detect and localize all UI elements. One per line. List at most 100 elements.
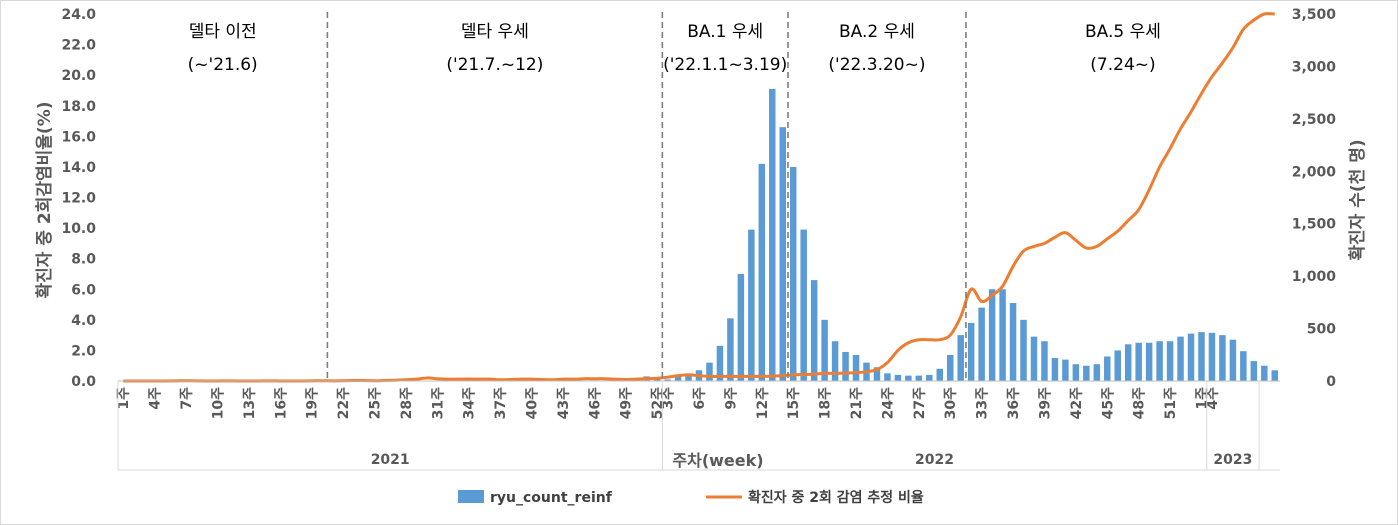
bar bbox=[1145, 342, 1153, 381]
week-tick-label: 49주 bbox=[619, 387, 635, 419]
period-range: ('22.1.1~3.19) bbox=[663, 55, 787, 75]
week-tick-label: 28주 bbox=[399, 387, 415, 419]
right-tick-label: 1,000 bbox=[1292, 269, 1337, 285]
left-tick-label: 4.0 bbox=[71, 313, 96, 329]
week-tick-label: 42주 bbox=[1069, 387, 1085, 419]
week-tick-label: 25주 bbox=[367, 387, 383, 419]
bar bbox=[737, 273, 745, 381]
right-tick-label: 0 bbox=[1326, 374, 1336, 390]
bar bbox=[1041, 341, 1048, 381]
week-tick-label: 46주 bbox=[587, 387, 603, 419]
week-tick-label: 19주 bbox=[305, 387, 321, 419]
bar bbox=[1104, 356, 1111, 381]
bar bbox=[1250, 361, 1258, 381]
left-axis-ticks: 0.0 2.0 4.0 6.0 8.0 10.0 12.0 14.0 16.0 18.0 20.0 2… bbox=[61, 7, 96, 390]
bar bbox=[1198, 332, 1205, 381]
legend-bar-swatch bbox=[458, 490, 484, 503]
left-tick-label: 12.0 bbox=[61, 191, 96, 207]
bar bbox=[947, 355, 954, 381]
left-tick-label: 8.0 bbox=[71, 252, 96, 268]
bar bbox=[905, 375, 912, 381]
week-tick-label: 37주 bbox=[493, 387, 509, 419]
bar bbox=[1187, 333, 1195, 381]
week-tick-label: 10주 bbox=[210, 387, 226, 419]
bar bbox=[674, 376, 682, 381]
bar bbox=[915, 375, 923, 381]
bar bbox=[706, 362, 713, 381]
period-name: 델타 이전 bbox=[189, 22, 257, 42]
week-tick-label: 30주 bbox=[943, 387, 959, 419]
legend-line-label: 확진자 중 2회 감염 추정 비율 bbox=[748, 489, 924, 506]
bar bbox=[1051, 358, 1059, 381]
bar bbox=[685, 373, 692, 381]
left-tick-label: 22.0 bbox=[61, 38, 96, 54]
period-name: BA.1 우세 bbox=[687, 22, 763, 42]
week-tick-label: 9주 bbox=[723, 387, 739, 410]
bar bbox=[1219, 335, 1226, 382]
week-tick-label: 13주 bbox=[242, 387, 258, 419]
bar bbox=[873, 367, 881, 381]
right-tick-label: 500 bbox=[1307, 322, 1336, 338]
bar bbox=[1156, 341, 1163, 381]
week-tick-label: 51주 bbox=[1163, 387, 1179, 419]
right-tick-label: 2,000 bbox=[1292, 164, 1337, 180]
bar bbox=[831, 341, 839, 381]
week-tick-label: 48주 bbox=[1132, 387, 1148, 419]
bar bbox=[748, 229, 755, 381]
week-tick-label: 7주 bbox=[179, 387, 195, 410]
bar bbox=[758, 163, 766, 381]
week-tick-label: 36주 bbox=[1006, 387, 1022, 419]
bar bbox=[769, 88, 776, 382]
right-tick-label: 3,500 bbox=[1292, 7, 1337, 23]
left-axis-title: 확진자 중 2회감염비율(%) bbox=[35, 102, 55, 299]
bar bbox=[1009, 303, 1017, 381]
left-tick-label: 2.0 bbox=[71, 343, 96, 359]
week-tick-label: 33주 bbox=[975, 387, 991, 419]
bar bbox=[789, 166, 797, 381]
x-axis: 1주 4주 7주 10주 13주 16주 19주 22주 25주 28주 31주 34주 37주 40주 4… bbox=[116, 380, 1280, 471]
period-range: ('21.7.~12) bbox=[446, 55, 543, 75]
bar bbox=[1261, 365, 1268, 381]
bar bbox=[957, 335, 964, 382]
week-tick-label: 4주 bbox=[1205, 387, 1221, 410]
bar bbox=[884, 373, 891, 381]
period-name: BA.2 우세 bbox=[839, 22, 915, 42]
bar bbox=[1166, 341, 1174, 381]
week-tick-label: 22주 bbox=[336, 387, 352, 419]
bar bbox=[727, 318, 734, 381]
right-axis-title: 확진자 수(천 명) bbox=[1348, 139, 1368, 260]
bar bbox=[1240, 351, 1247, 381]
bar bbox=[716, 345, 724, 381]
bar bbox=[926, 374, 933, 381]
week-tick-label: 12주 bbox=[755, 387, 771, 419]
bar bbox=[800, 229, 807, 381]
bar bbox=[1208, 332, 1216, 381]
week-tick-label: 24주 bbox=[880, 387, 896, 419]
legend-bar-label: ryu_count_reinf bbox=[490, 490, 613, 506]
bar bbox=[1124, 344, 1132, 381]
bar bbox=[779, 127, 786, 381]
week-tick-label: 39주 bbox=[1037, 387, 1053, 419]
year-label: 2022 bbox=[915, 452, 954, 468]
bar bbox=[1271, 370, 1279, 381]
right-tick-label: 3,000 bbox=[1292, 59, 1337, 75]
week-tick-label: 15주 bbox=[786, 387, 802, 419]
week-tick-label: 18주 bbox=[818, 387, 834, 419]
period-range: (7.24~) bbox=[1090, 55, 1155, 75]
bar bbox=[842, 351, 849, 381]
bar bbox=[1030, 336, 1038, 381]
left-tick-label: 14.0 bbox=[61, 160, 96, 176]
left-tick-label: 6.0 bbox=[71, 282, 96, 298]
week-tick-label: 27주 bbox=[912, 387, 928, 419]
year-label: 2023 bbox=[1213, 452, 1252, 468]
week-tick-label: 6주 bbox=[692, 387, 708, 410]
bar bbox=[999, 289, 1006, 381]
bar bbox=[967, 322, 975, 381]
bar bbox=[1114, 350, 1121, 381]
bar bbox=[1177, 336, 1184, 381]
bar bbox=[1020, 319, 1027, 381]
left-tick-label: 20.0 bbox=[61, 68, 96, 84]
bar bbox=[664, 379, 671, 381]
bar bbox=[852, 355, 860, 381]
